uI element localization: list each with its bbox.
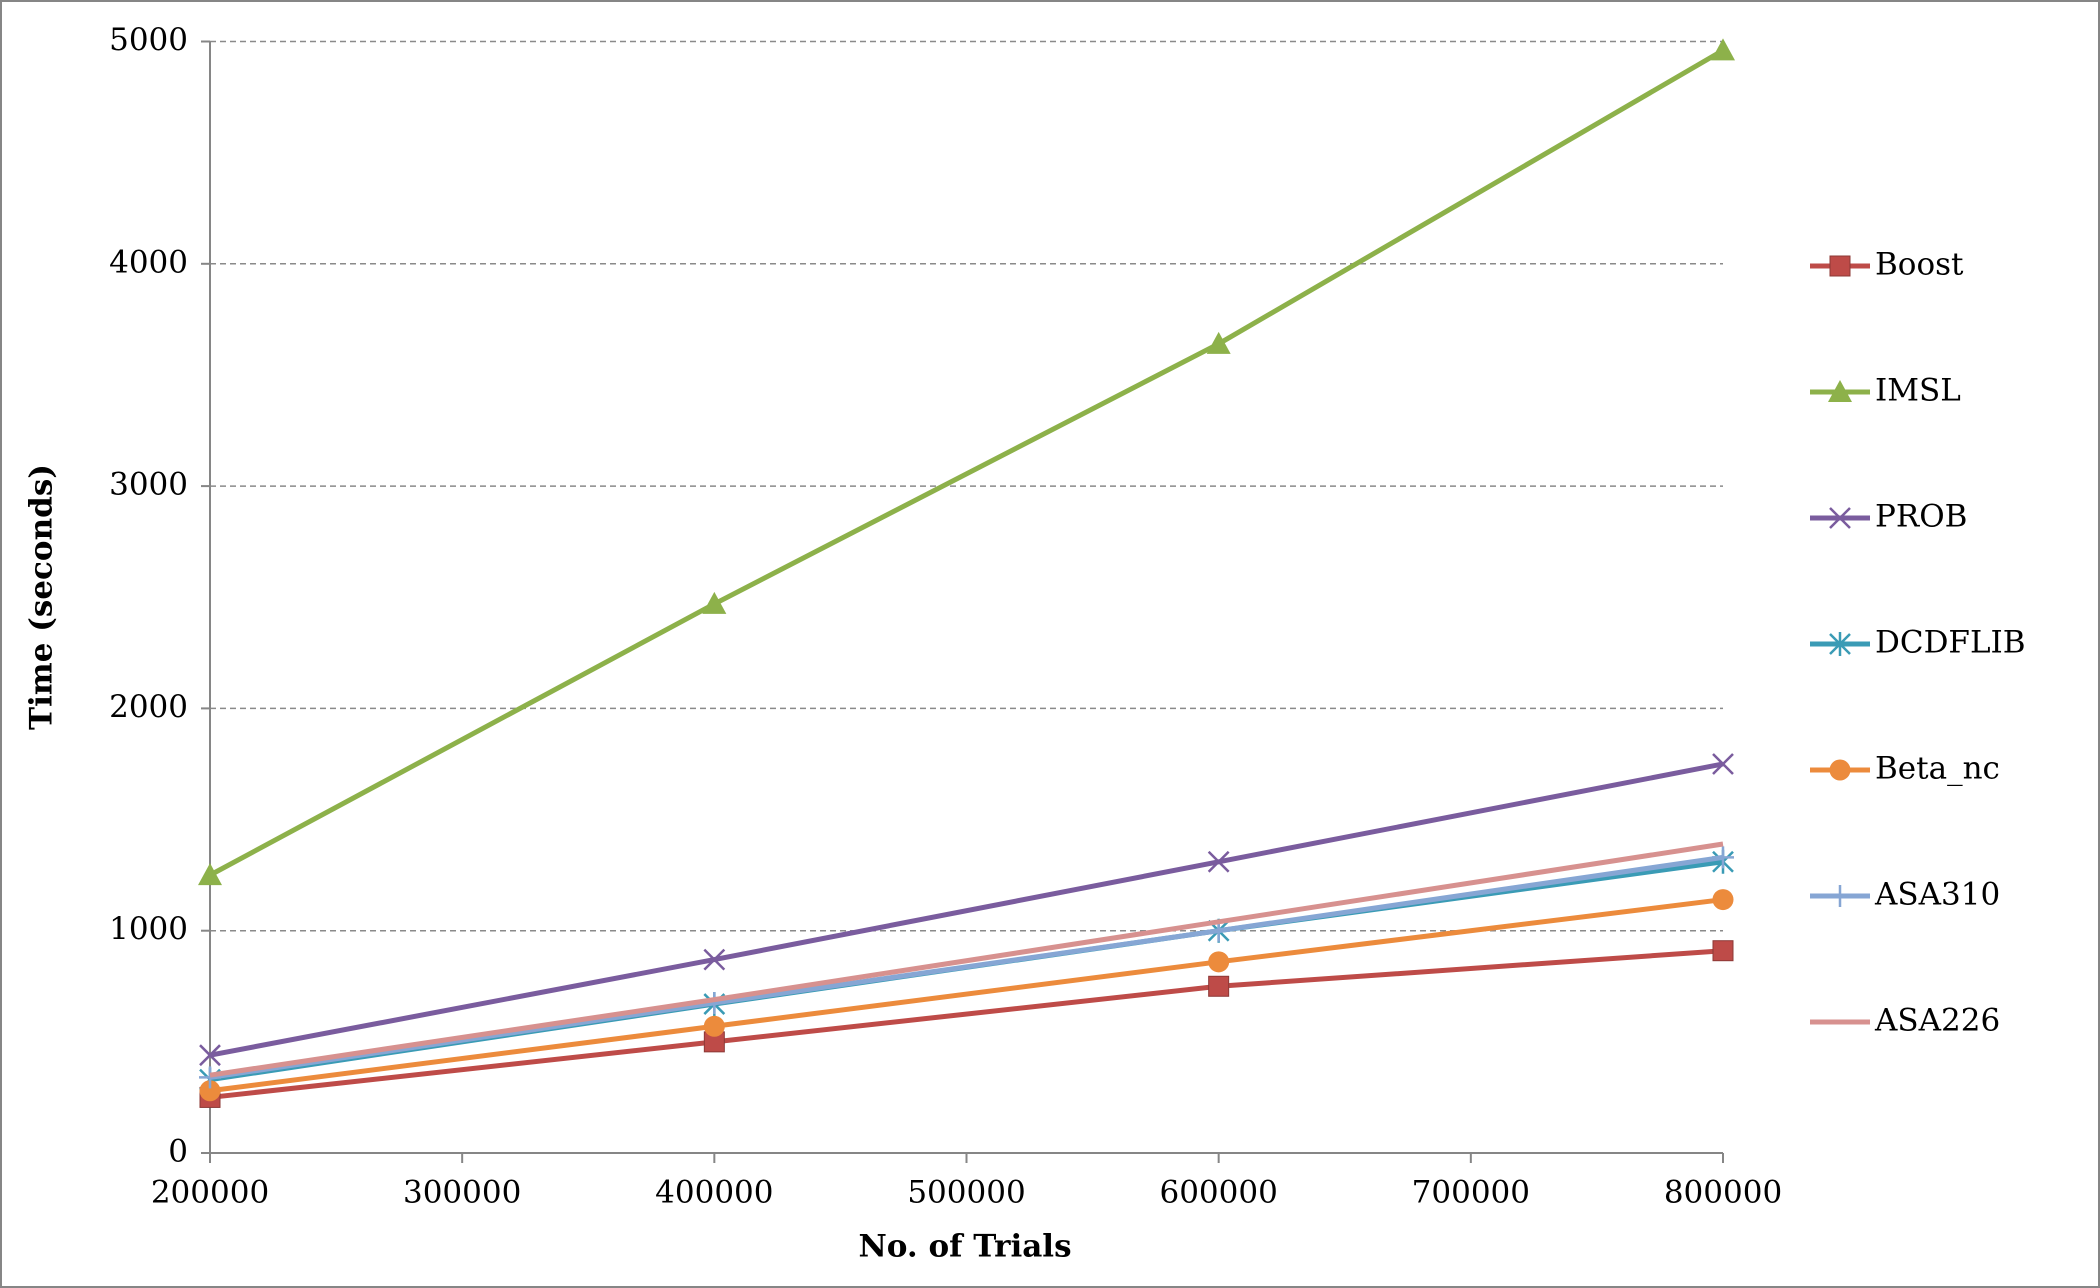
series-line xyxy=(208,48,1725,878)
x-axis-title: No. of Trials xyxy=(858,1229,1071,1265)
legend-marker xyxy=(1829,255,1851,277)
legend-marker xyxy=(1829,759,1851,781)
legend-marker xyxy=(1829,507,1851,529)
legend-marker xyxy=(1829,632,1851,656)
data-point xyxy=(1208,975,1230,997)
y-tick-label: 4000 xyxy=(109,244,188,280)
x-tick-label: 300000 xyxy=(403,1175,521,1211)
legend-marker xyxy=(1829,885,1851,907)
y-axis-title: Time (seconds) xyxy=(24,464,60,730)
x-tick-label: 700000 xyxy=(1412,1175,1530,1211)
data-point xyxy=(703,1015,725,1037)
y-tick-label: 1000 xyxy=(109,911,188,947)
data-point xyxy=(702,591,727,614)
data-point xyxy=(198,863,222,886)
legend-label: ASA226 xyxy=(1874,1003,2000,1039)
y-tick-label: 3000 xyxy=(109,467,188,503)
data-point xyxy=(1712,753,1734,775)
data-point xyxy=(1712,889,1734,911)
y-tick-label: 2000 xyxy=(109,689,188,725)
x-tick-label: 800000 xyxy=(1664,1175,1782,1211)
y-tick-label: 0 xyxy=(168,1134,188,1170)
data-point xyxy=(1206,331,1231,354)
legend-label: DCDFLIB xyxy=(1875,625,2026,661)
legend-label: PROB xyxy=(1875,499,1967,535)
series-line xyxy=(209,854,1724,1080)
series-line xyxy=(209,948,1724,1100)
data-point xyxy=(1208,951,1230,973)
data-point xyxy=(199,1044,221,1067)
data-point xyxy=(1712,846,1734,869)
series-line xyxy=(209,841,1724,1078)
data-point xyxy=(1207,850,1230,873)
data-point xyxy=(199,1066,221,1089)
y-tick-label: 5000 xyxy=(109,22,188,58)
series-line xyxy=(209,761,1724,1058)
legend-label: Beta_nc xyxy=(1875,751,2000,787)
data-point xyxy=(703,948,726,971)
x-tick-label: 400000 xyxy=(655,1175,773,1211)
x-tick-label: 600000 xyxy=(1159,1175,1277,1211)
x-tick-label: 500000 xyxy=(907,1175,1025,1211)
data-point xyxy=(1711,38,1735,61)
legend-marker xyxy=(1828,380,1852,402)
x-tick-label: 200000 xyxy=(151,1175,269,1211)
data-point xyxy=(1712,940,1734,962)
legend-label: IMSL xyxy=(1875,373,1961,409)
data-point xyxy=(199,1080,221,1102)
legend-label: ASA310 xyxy=(1874,877,2000,913)
legend-label: Boost xyxy=(1875,247,1964,283)
series-line xyxy=(209,897,1724,1094)
